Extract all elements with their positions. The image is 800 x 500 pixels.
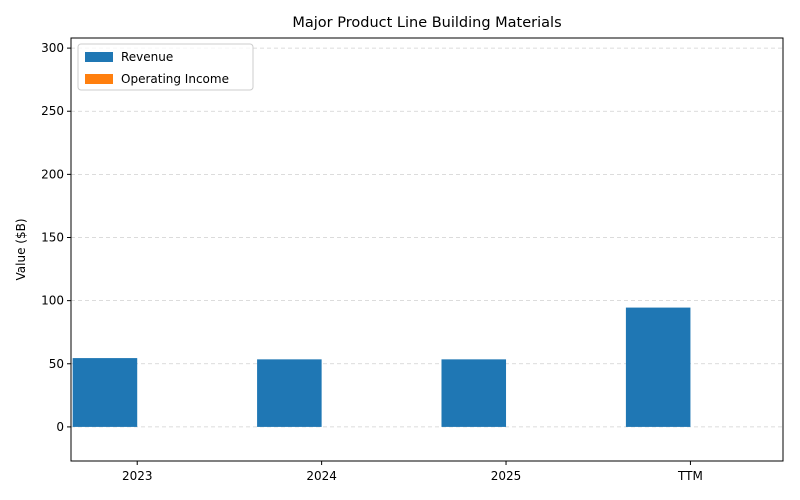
x-axis: 2023 2024 2025 TTM bbox=[122, 461, 703, 483]
chart-title: Major Product Line Building Materials bbox=[292, 15, 561, 31]
x-tick-label: 2025 bbox=[491, 469, 522, 483]
legend-swatch-operating-income bbox=[85, 74, 113, 84]
legend-box bbox=[77, 43, 254, 91]
x-tick-label: 2023 bbox=[122, 469, 153, 483]
x-tick-label: TTM bbox=[677, 469, 703, 483]
y-axis-title: Value ($B) bbox=[14, 219, 28, 281]
bars bbox=[72, 307, 691, 427]
bar-revenue-2024 bbox=[257, 359, 322, 427]
x-tick-label: 2024 bbox=[306, 469, 337, 483]
y-tick-label: 100 bbox=[41, 294, 64, 308]
y-tick-label: 300 bbox=[41, 41, 64, 55]
y-tick-label: 250 bbox=[41, 104, 64, 118]
y-tick-label: 150 bbox=[41, 231, 64, 245]
bar-revenue-2023 bbox=[72, 358, 138, 427]
plot-frame bbox=[70, 37, 784, 462]
legend-swatch-revenue bbox=[85, 52, 113, 62]
legend: Revenue Operating Income bbox=[77, 43, 254, 91]
y-tick-label: 200 bbox=[41, 167, 64, 181]
y-tick-label: 0 bbox=[56, 420, 64, 434]
bar-revenue-2025 bbox=[441, 359, 507, 427]
legend-label-operating-income: Operating Income bbox=[121, 72, 229, 86]
legend-label-revenue: Revenue bbox=[121, 50, 173, 64]
y-axis: 0 50 100 150 200 250 300 bbox=[41, 41, 71, 434]
bar-revenue-ttm bbox=[625, 307, 691, 427]
y-tick-label: 50 bbox=[49, 357, 64, 371]
